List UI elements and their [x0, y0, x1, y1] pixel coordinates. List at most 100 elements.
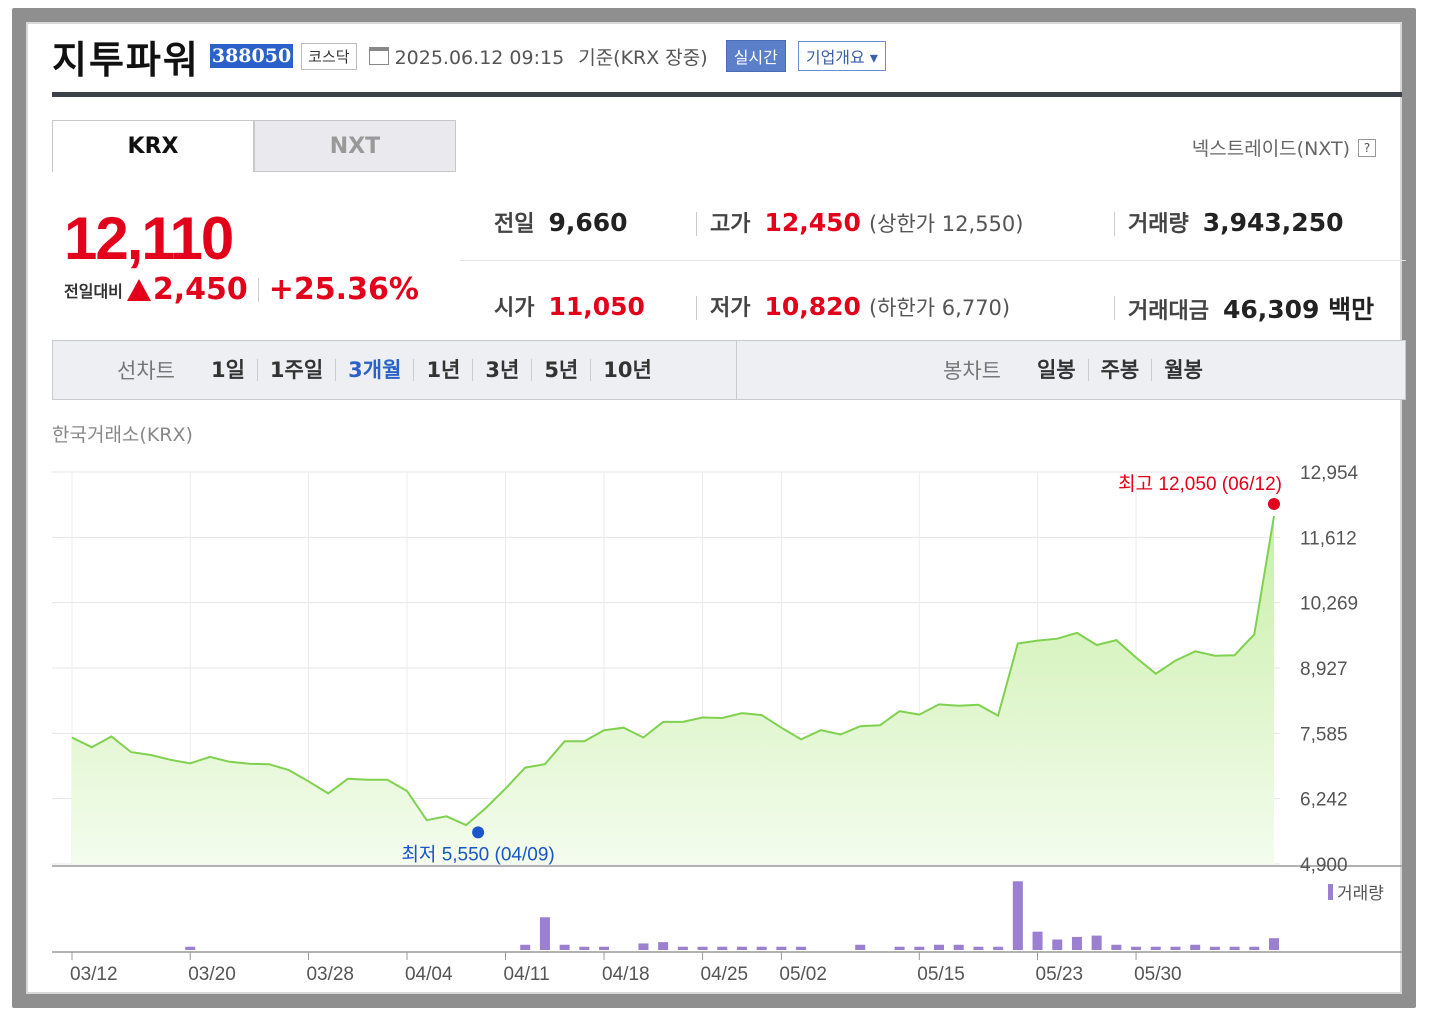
candle-chart-label: 봉차트 [943, 359, 1001, 383]
min-annotation: 최저 5,550 (04/09) [401, 843, 554, 865]
nxt-help[interactable]: 넥스트레이드(NXT) ? [1192, 134, 1376, 161]
volume-bar [1071, 936, 1082, 950]
x-tick-label: 05/23 [1036, 964, 1084, 985]
volume-bar [894, 946, 905, 950]
volume-bar [1209, 946, 1220, 950]
open-value: 11,050 [548, 292, 645, 321]
company-overview-button[interactable]: 기업개요 ▾ [797, 41, 886, 71]
change-percent: +25.36% [268, 272, 419, 307]
x-tick-label: 04/25 [701, 964, 749, 985]
quote-basis: 기준(KRX 장중) [578, 46, 708, 69]
x-tick-label: 04/04 [405, 964, 453, 985]
volume-bar [658, 942, 669, 950]
divider [696, 296, 697, 320]
range-5y[interactable]: 5년 [532, 359, 592, 381]
volume-bar [776, 946, 787, 950]
x-tick-label: 05/30 [1134, 964, 1182, 985]
x-tick-label: 04/11 [504, 964, 550, 985]
price-line [71, 515, 1275, 827]
volume-bar [717, 946, 728, 950]
quote-datetime: 2025.06.12 09:15 기준(KRX 장중) [395, 43, 708, 70]
x-axis: 03/12 03/20 03/28 04/04 04/11 04/18 04/25 05/02… [70, 952, 1182, 985]
volume-bar [1269, 938, 1279, 950]
volume-bar [599, 946, 610, 950]
low-label: 저가 [710, 296, 751, 321]
volume-bar [993, 946, 1004, 950]
turnover-value: 46,309 백만 [1222, 295, 1375, 324]
x-tick-label: 03/28 [306, 964, 354, 985]
line-chart-options: 선차트 1일 1주일 3개월 1년 3년 5년 10년 [53, 341, 737, 399]
candle-chart-options: 봉차트 일봉 주봉 월봉 [737, 341, 1405, 399]
y-tick-label: 4,900 [1300, 855, 1348, 876]
volume-bar [559, 944, 570, 950]
volume-bar [1111, 944, 1122, 950]
volume-bar [1150, 946, 1161, 950]
divider [1114, 212, 1115, 236]
candle-weekly[interactable]: 주봉 [1089, 359, 1153, 381]
volume-bar [539, 917, 550, 950]
chart-range-bar: 선차트 1일 1주일 3개월 1년 3년 5년 10년 봉차트 일봉 주봉 월봉 [52, 340, 1406, 400]
open-price: 시가 11,050 [494, 290, 645, 322]
quote-info-grid: 전일 9,660 고가 12,450 (상한가 12,550) 거래량 3,94… [460, 188, 1406, 338]
market-badge: 코스닥 [301, 42, 357, 70]
range-3y[interactable]: 3년 [473, 359, 533, 381]
high-price: 고가 12,450 (상한가 12,550) [710, 206, 1023, 238]
candle-monthly[interactable]: 월봉 [1164, 358, 1203, 382]
up-arrow-icon [126, 278, 151, 301]
turnover: 거래대금 46,309 백만 [1128, 290, 1374, 326]
range-3m[interactable]: 3개월 [336, 359, 415, 381]
volume-bar [1091, 935, 1102, 950]
row-divider [460, 260, 1406, 261]
price-change: 전일대비 2,450 +25.36% [64, 272, 419, 307]
y-tick-label: 11,612 [1300, 528, 1357, 549]
volume-bar [1229, 946, 1240, 950]
volume-bar [520, 944, 531, 950]
volume-bar [1012, 881, 1023, 950]
market-name: 한국거래소(KRX) [52, 424, 193, 446]
x-tick-label: 04/18 [602, 964, 650, 985]
y-tick-label: 7,585 [1300, 724, 1348, 745]
help-icon[interactable]: ? [1358, 138, 1376, 157]
range-10y[interactable]: 10년 [603, 358, 652, 382]
volume-bar [1131, 946, 1142, 950]
volume-bar [855, 944, 866, 950]
volume-bar [1190, 944, 1201, 950]
open-label: 시가 [494, 296, 535, 321]
window-frame: 지투파워 388050 코스닥 2025.06.12 09:15 기준(KRX … [12, 8, 1416, 1008]
quote-time: 2025.06.12 09:15 [394, 46, 565, 69]
header-divider [52, 92, 1402, 97]
range-1w[interactable]: 1주일 [258, 359, 337, 381]
x-tick-label: 05/15 [917, 964, 965, 985]
volume-bar [638, 943, 649, 950]
y-axis: 12,954 11,612 10,269 8,927 7,585 6,242 4,900 [1300, 463, 1359, 876]
nxt-help-label: 넥스트레이드(NXT) [1191, 138, 1350, 160]
x-tick-label: 03/12 [70, 964, 118, 985]
calendar-icon [368, 47, 389, 65]
volume-bar [736, 946, 747, 950]
y-tick-label: 10,269 [1300, 594, 1358, 615]
volume-bar [185, 946, 196, 950]
volume-chart: 거래량 [52, 881, 1402, 953]
tab-krx[interactable]: KRX [52, 120, 254, 172]
volume-bar [697, 946, 708, 950]
y-tick-label: 8,927 [1300, 659, 1348, 680]
volume-bar [914, 946, 925, 950]
prev-close-value: 9,660 [548, 208, 628, 237]
range-1y[interactable]: 1년 [414, 359, 474, 381]
change-amount: 2,450 [152, 272, 248, 307]
line-chart-label: 선차트 [117, 359, 175, 383]
stock-name: 지투파워 [52, 36, 200, 82]
realtime-button[interactable]: 실시간 [725, 40, 786, 72]
volume-bar [579, 946, 590, 950]
tab-nxt[interactable]: NXT [254, 120, 456, 172]
range-1d[interactable]: 1일 [199, 359, 258, 381]
high-label: 고가 [710, 212, 751, 237]
chart-annotations: 최고 12,050 (06/12) 최저 5,550 (04/09) [401, 473, 1282, 865]
candle-daily[interactable]: 일봉 [1025, 359, 1089, 381]
volume-label: 거래량 [1128, 212, 1189, 237]
prev-close-label: 전일 [494, 212, 535, 237]
y-tick-label: 6,242 [1300, 790, 1348, 811]
stock-code[interactable]: 388050 [209, 44, 294, 68]
price-chart: 12,954 11,612 10,269 8,927 7,585 6,242 4,900 최… [52, 463, 1402, 985]
exchange-tabs: KRX NXT [52, 120, 456, 172]
